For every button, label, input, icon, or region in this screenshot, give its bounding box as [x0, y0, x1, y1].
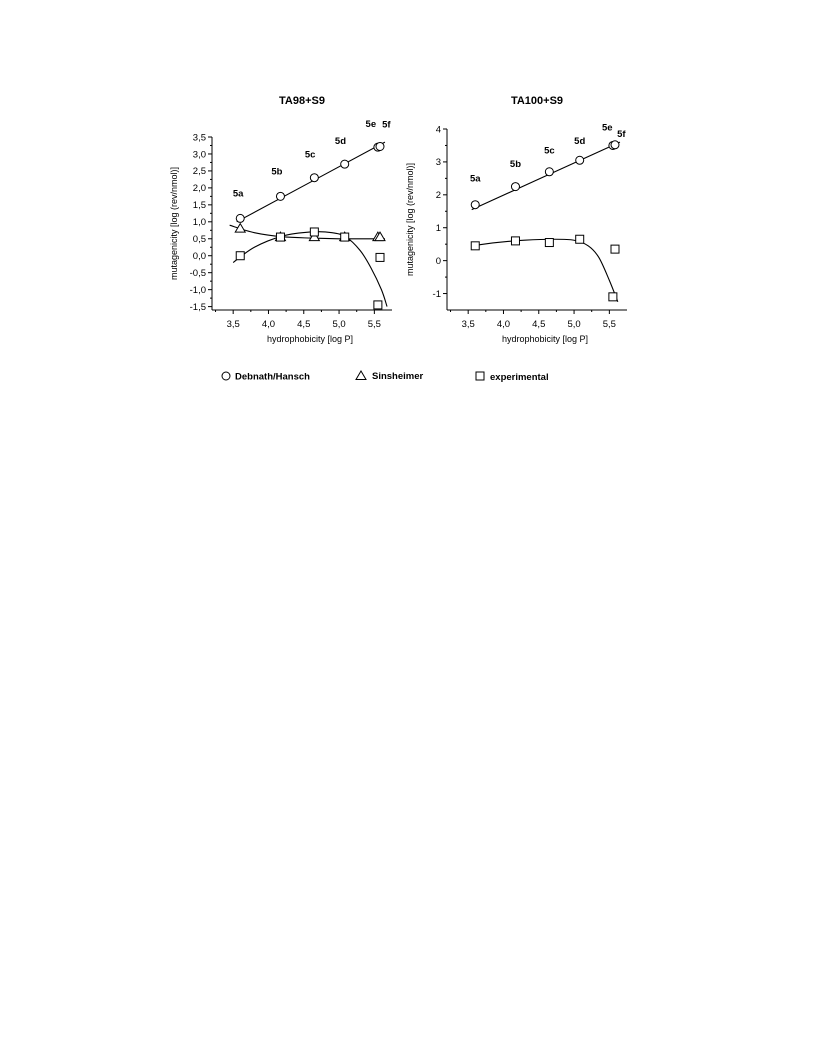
- y-tick-label: 0: [436, 256, 441, 267]
- legend-label-debnath-hansch: Debnath/Hansch: [235, 372, 310, 383]
- fit-curve-debnath-hansch: [236, 141, 386, 223]
- data-point-experimental: [275, 232, 285, 242]
- legend-label-sinsheimer: Sinsheimer: [372, 371, 424, 382]
- x-tick-label: 4,5: [297, 319, 310, 330]
- chart-title: TA100+S9: [511, 95, 563, 107]
- data-point-debnath-hansch: [375, 141, 385, 151]
- x-tick-label: 4,5: [532, 319, 545, 330]
- legend-item-experimental: experimental: [475, 371, 549, 383]
- compound-label: 5b: [271, 166, 282, 177]
- legend-marker-triangle: [355, 370, 367, 380]
- data-point-debnath-hansch: [470, 200, 480, 210]
- x-tick-label: 3,5: [227, 319, 240, 330]
- legend-marker-square: [475, 371, 485, 381]
- y-tick-label: -1,5: [190, 302, 206, 313]
- y-tick-label: 1: [436, 223, 441, 234]
- data-point-debnath-hansch: [544, 167, 554, 177]
- legend-item-sinsheimer: Sinsheimer: [355, 370, 424, 382]
- y-tick-label: 4: [436, 124, 441, 135]
- compound-label: 5a: [233, 188, 244, 199]
- data-point-debnath-hansch: [510, 182, 520, 192]
- data-point-experimental: [610, 244, 620, 254]
- data-point-sinsheimer: [234, 222, 247, 233]
- data-point-debnath-hansch: [275, 191, 285, 201]
- data-point-experimental: [470, 241, 480, 251]
- compound-label: 5c: [305, 149, 316, 160]
- legend-item-debnath-hansch: Debnath/Hansch: [221, 371, 310, 383]
- x-tick-label: 5,5: [368, 319, 381, 330]
- y-tick-label: 1,5: [193, 200, 206, 211]
- compound-label: 5f: [382, 120, 391, 131]
- x-tick-label: 3,5: [462, 319, 475, 330]
- data-point-experimental: [375, 252, 385, 262]
- compound-label: 5c: [544, 146, 555, 157]
- x-tick-label: 5,0: [332, 319, 345, 330]
- data-point-experimental: [309, 227, 319, 237]
- legend-label-experimental: experimental: [490, 372, 549, 383]
- chart-title: TA98+S9: [279, 95, 325, 107]
- y-axis-label: mutagenicity [log (rev/nmol)]: [169, 167, 179, 280]
- data-point-debnath-hansch: [575, 155, 585, 165]
- compound-label: 5d: [335, 136, 346, 147]
- x-tick-label: 4,0: [262, 319, 275, 330]
- data-point-experimental: [510, 236, 520, 246]
- x-axis-label: hydrophobicity [log P]: [502, 334, 588, 344]
- x-tick-label: 4,0: [497, 319, 510, 330]
- y-tick-label: 0,0: [193, 251, 206, 262]
- y-tick-label: 3,5: [193, 132, 206, 143]
- compound-label: 5d: [574, 136, 585, 147]
- y-tick-label: 2,0: [193, 183, 206, 194]
- data-point-experimental: [608, 292, 618, 302]
- x-axis-label: hydrophobicity [log P]: [267, 334, 353, 344]
- data-point-experimental: [235, 251, 245, 261]
- compound-label: 5a: [470, 174, 481, 185]
- data-point-debnath-hansch: [340, 159, 350, 169]
- data-point-debnath-hansch: [309, 173, 319, 183]
- legend: Debnath/Hansch Sinsheimer experimental: [221, 370, 549, 383]
- fit-curve-debnath-hansch: [471, 141, 621, 211]
- fit-curve-experimental: [471, 238, 619, 302]
- compound-label: 5e: [602, 123, 613, 134]
- chart-ta100: TA100+S9 4 3 2 1 0 -1 3,5 4,0 4,5 5,0 5,5 hydrophobi…: [405, 95, 627, 344]
- y-tick-label: 3: [436, 157, 441, 168]
- data-point-debnath-hansch: [235, 213, 245, 223]
- x-tick-label: 5,5: [603, 319, 616, 330]
- compound-label: 5e: [366, 119, 377, 130]
- data-point-experimental: [373, 300, 383, 310]
- y-tick-label: 1,0: [193, 217, 206, 228]
- y-tick-label: 0,5: [193, 234, 206, 245]
- chart-ta98: TA98+S9 3,5 3,0 2,5 2,0 1,5 1,0 0,5 0,0 -0,5 -1,0 -…: [169, 95, 392, 344]
- y-tick-label: 2,5: [193, 166, 206, 177]
- fit-curve-experimental: [232, 231, 388, 307]
- data-point-experimental: [544, 238, 554, 248]
- compound-label: 5f: [617, 129, 626, 140]
- y-tick-label: -0,5: [190, 268, 206, 279]
- data-point-experimental: [575, 234, 585, 244]
- data-point-sinsheimer: [374, 231, 386, 242]
- legend-marker-circle: [221, 371, 231, 381]
- compound-label: 5b: [510, 159, 521, 170]
- y-tick-label: 3,0: [193, 149, 206, 160]
- data-point-debnath-hansch: [610, 140, 620, 150]
- y-tick-label: 2: [436, 190, 441, 201]
- data-point-experimental: [340, 232, 350, 242]
- x-tick-label: 5,0: [567, 319, 580, 330]
- y-axis-label: mutagenicity [log (rev/nmol)]: [405, 163, 415, 276]
- y-tick-label: -1: [433, 289, 441, 300]
- y-tick-label: -1,0: [190, 285, 206, 296]
